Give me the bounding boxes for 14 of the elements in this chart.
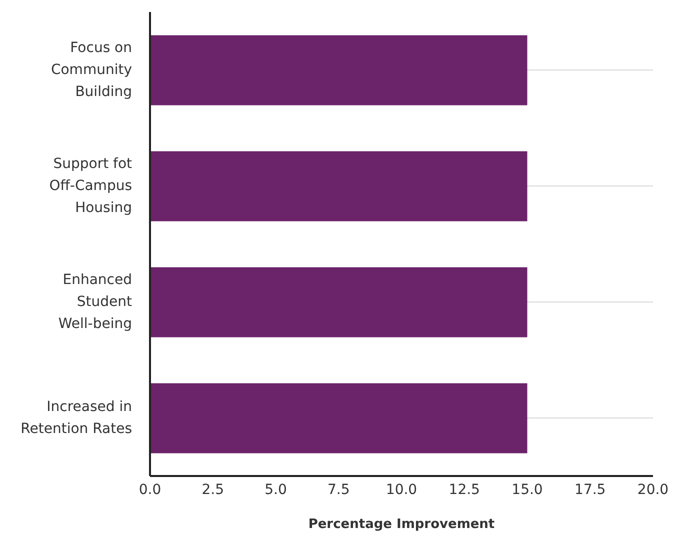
x-tick-label: 7.5	[327, 482, 350, 498]
x-tick-label: 15.0	[512, 482, 543, 498]
x-tick-label: 12.5	[448, 482, 480, 498]
y-tick-label: Increased in Retention Rates	[20, 399, 132, 437]
x-tick-label: 0.0	[138, 482, 162, 498]
x-tick-label: 20.0	[637, 482, 669, 498]
y-tick-label: Focus on Community Building	[50, 40, 132, 100]
x-tick-label: 2.5	[202, 482, 224, 498]
y-tick-label: Support fot Off-Campus Housing	[49, 156, 133, 216]
x-tick-label: 5.0	[264, 482, 287, 498]
x-axis-title: Percentage Improvement	[308, 517, 495, 532]
x-tick-label: 10.0	[386, 482, 418, 498]
x-tick-label: 17.5	[574, 482, 606, 498]
y-tick-label: Enhanced Student Well-being	[58, 272, 132, 332]
